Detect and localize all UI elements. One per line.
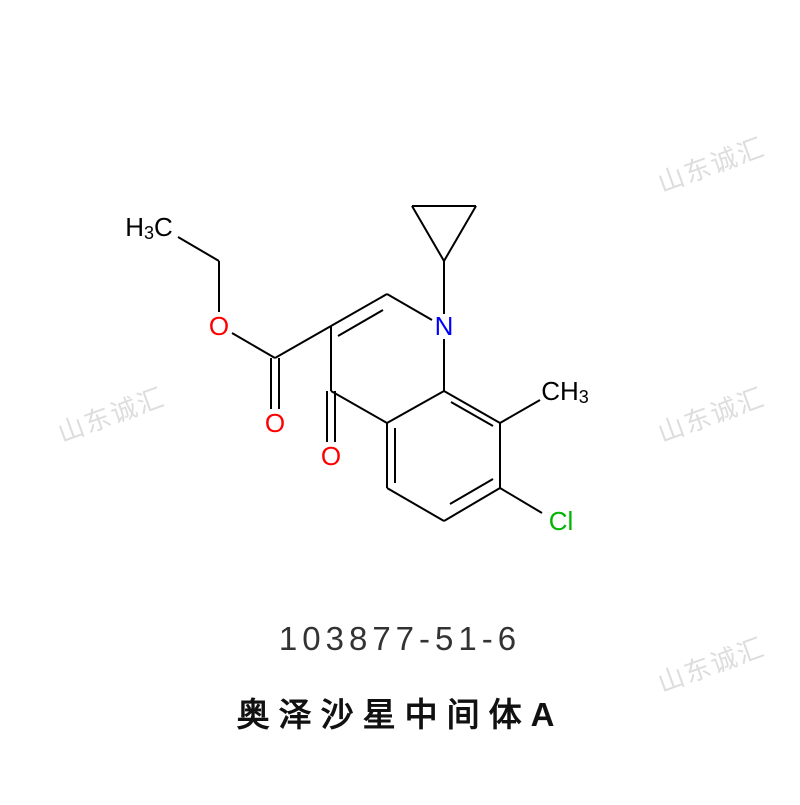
atom-h3c-left: H3C bbox=[125, 212, 173, 243]
atom-ch3-right: CH3 bbox=[541, 376, 589, 407]
molecule-canvas: 山东诚汇 山东诚汇 山东诚汇 山东诚汇 bbox=[0, 0, 800, 800]
atom-cl: Cl bbox=[549, 506, 574, 536]
compound-name: 奥泽沙星中间体A bbox=[0, 688, 800, 736]
atom-n: N bbox=[435, 311, 454, 341]
structure-svg: H3C O O N O CH3 Cl bbox=[0, 0, 800, 800]
atom-o-dbl-ester: O bbox=[265, 408, 285, 438]
atom-o-ester: O bbox=[209, 311, 229, 341]
cas-number: 103877-51-6 bbox=[0, 620, 800, 658]
atom-o-ketone: O bbox=[321, 441, 341, 471]
